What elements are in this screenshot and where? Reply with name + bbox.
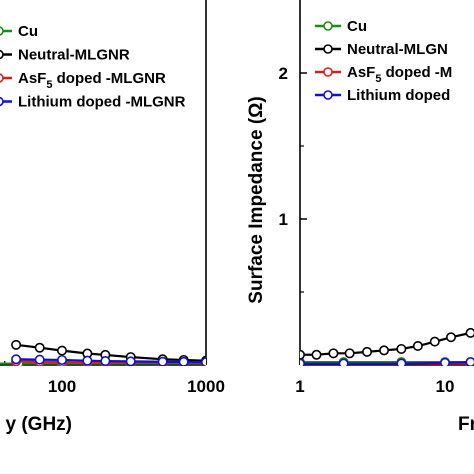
data-point-1-1 <box>311 349 322 360</box>
data-point-3-3 <box>82 355 93 366</box>
data-point-1-2 <box>328 348 339 359</box>
series-1 <box>300 327 474 360</box>
legend-label-3: Lithium doped -MLGNR <box>18 94 186 111</box>
legend-marker-0 <box>0 26 4 36</box>
legend-marker-1 <box>0 49 4 60</box>
legend-marker-0 <box>323 21 333 31</box>
data-point-1-4 <box>362 346 373 357</box>
data-point-3-5 <box>125 356 136 366</box>
legend-marker-3 <box>0 96 4 107</box>
data-point-3-2 <box>56 354 67 365</box>
series-3 <box>11 354 206 366</box>
x-axis-title: y (GHz) <box>6 414 73 435</box>
data-point-3-1 <box>34 354 45 365</box>
legend-label-2: AsF5 doped -M <box>347 64 452 85</box>
data-point-1-0 <box>300 349 305 360</box>
y-tick-label-1: 2 <box>279 64 288 83</box>
data-point-1-1 <box>34 342 45 353</box>
data-point-3-0 <box>11 354 22 365</box>
series-3 <box>300 357 474 366</box>
data-point-3-1 <box>338 358 349 366</box>
x-tick-label-0: 1 <box>295 377 304 396</box>
legend-marker-2 <box>0 73 4 83</box>
legend-label-0: Cu <box>347 18 367 35</box>
data-point-3-8 <box>201 357 206 366</box>
data-point-1-6 <box>396 343 407 354</box>
legend-label-2: AsF5 doped -MLGNR <box>18 70 166 91</box>
data-point-3-6 <box>157 356 168 366</box>
data-point-3-7 <box>178 356 189 366</box>
data-point-1-9 <box>446 332 457 343</box>
data-point-1-10 <box>465 327 474 338</box>
data-point-1-2 <box>56 345 67 356</box>
data-point-1-7 <box>412 341 423 352</box>
data-point-1-0 <box>11 339 22 350</box>
x-axis-title: Fr <box>458 414 474 435</box>
legend-label-1: Neutral-MLGN <box>347 41 448 58</box>
y-tick-label-0: 1 <box>279 210 288 229</box>
x-tick-label-0: 100 <box>48 377 76 396</box>
data-point-1-8 <box>429 336 440 347</box>
legend-label-1: Neutral-MLGNR <box>18 47 130 64</box>
legend-marker-1 <box>323 44 333 54</box>
data-point-1-3 <box>344 348 355 359</box>
data-point-3-4 <box>465 357 474 366</box>
left-chart: 100 1000 y (GHz) Cu Neutral-MLGNR AsF5 doped … <box>0 0 225 435</box>
x-tick-label-1: 1000 <box>187 377 225 396</box>
y-axis-title: Surface Impedance (Ω) <box>246 96 267 303</box>
legend-label-3: Lithium doped <box>347 87 450 104</box>
legend-marker-2 <box>323 67 333 77</box>
x-tick-label-1: 10 <box>436 377 455 396</box>
data-point-3-2 <box>396 358 407 366</box>
data-point-3-3 <box>440 357 450 366</box>
legend-marker-3 <box>323 90 333 100</box>
legend-label-0: Cu <box>18 23 38 40</box>
data-point-3-4 <box>100 356 111 366</box>
data-point-1-5 <box>379 345 390 356</box>
right-chart: 1 2 1 10 Surface Impedance (Ω) Fr Cu Neutral-ML… <box>246 0 474 435</box>
data-point-3-0 <box>300 358 305 366</box>
